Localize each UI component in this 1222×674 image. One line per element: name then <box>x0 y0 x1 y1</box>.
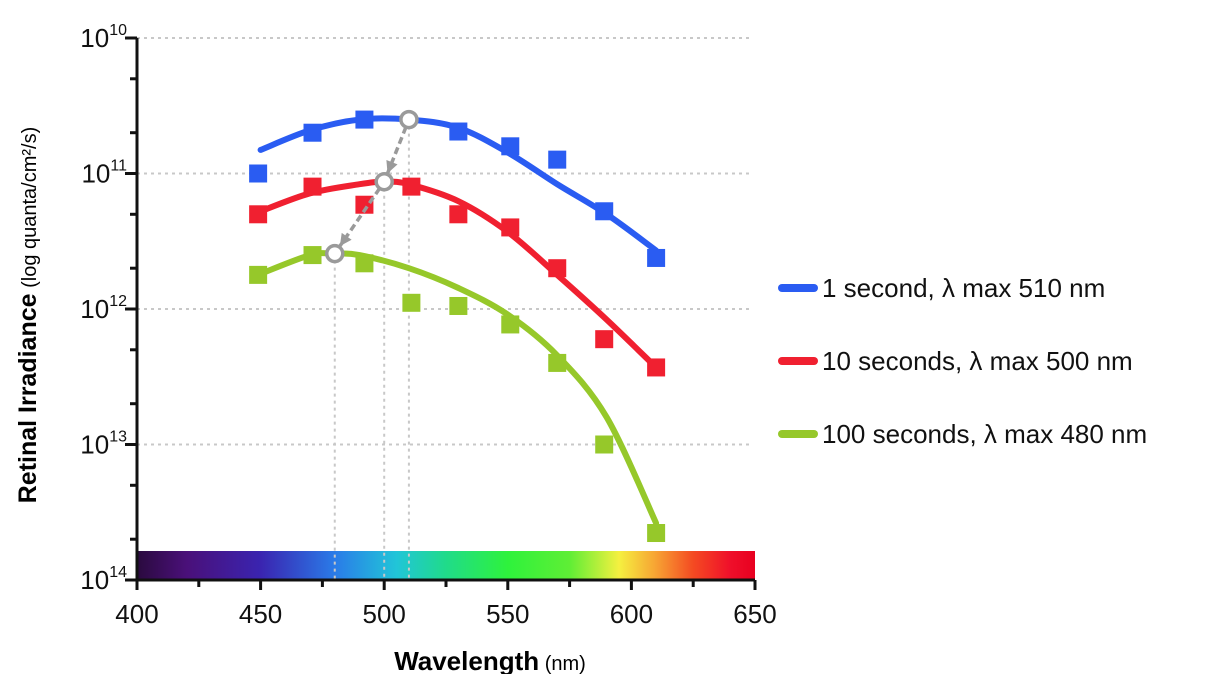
y-axis-title: Retinal Irradiance (log quanta/cm²/s) <box>14 127 42 504</box>
data-point <box>303 246 322 265</box>
legend-label: 10 seconds, λ max 500 nm <box>822 345 1133 376</box>
x-tick-label: 650 <box>733 599 776 629</box>
data-point <box>548 353 567 372</box>
y-tick-label: 1013 <box>80 429 127 460</box>
data-point <box>355 195 374 214</box>
data-point <box>402 177 421 196</box>
lambda-max-marker <box>325 243 345 264</box>
data-point <box>595 435 614 454</box>
shift-arrow-head <box>386 159 398 174</box>
data-point <box>402 293 421 312</box>
shift-arrow-head <box>339 232 352 247</box>
data-point <box>303 123 322 142</box>
y-tick-label: 1010 <box>80 22 127 53</box>
legend-label: 100 seconds, λ max 480 nm <box>822 418 1148 449</box>
x-tick-label: 400 <box>115 599 158 629</box>
y-tick-label: 1012 <box>80 293 127 324</box>
data-point <box>501 218 520 237</box>
data-point <box>449 205 468 224</box>
fit-curve <box>257 250 660 527</box>
legend-swatch <box>778 357 818 365</box>
data-point <box>647 358 666 377</box>
series-3 <box>249 246 666 543</box>
x-axis-title: Wavelength (nm) <box>394 646 586 674</box>
data-point <box>595 202 614 221</box>
data-point <box>548 259 567 278</box>
legend-item: 100 seconds, λ max 480 nm <box>778 416 1218 452</box>
y-tick-label: 1011 <box>81 158 127 189</box>
data-point <box>595 330 614 349</box>
data-point <box>249 205 268 224</box>
data-point <box>355 254 374 273</box>
data-point <box>501 315 520 334</box>
legend-item: 10 seconds, λ max 500 nm <box>778 343 1218 379</box>
data-point <box>647 524 666 543</box>
axis-labels: 400 450 500 550 600 650 1010 1011 1012 1013 1014 Wa… <box>14 22 777 674</box>
y-tick-label: 1014 <box>80 564 127 595</box>
data-point <box>647 248 666 267</box>
data-point <box>449 122 468 141</box>
data-point <box>548 150 567 169</box>
data-point <box>501 137 520 156</box>
data-point <box>303 177 322 196</box>
series <box>249 110 666 543</box>
lambda-max-marker <box>399 109 419 130</box>
grid <box>137 37 750 446</box>
legend: 1 second, λ max 510 nm 10 seconds, λ max … <box>778 270 1218 489</box>
lambda-max-marker <box>374 171 394 192</box>
series-2 <box>249 177 666 377</box>
x-tick-label: 600 <box>610 599 653 629</box>
shift-markers <box>325 109 419 264</box>
series-1 <box>249 110 666 267</box>
data-point <box>249 265 268 284</box>
legend-label: 1 second, λ max 510 nm <box>822 272 1106 303</box>
spectrum-bar <box>137 551 755 579</box>
data-point <box>355 110 374 129</box>
x-tick-label: 550 <box>486 599 529 629</box>
legend-swatch <box>778 430 818 438</box>
shift-arrow-segment <box>385 126 408 175</box>
data-point <box>449 296 468 315</box>
fit-curve <box>257 178 660 371</box>
data-point <box>249 164 268 183</box>
legend-swatch <box>778 284 818 292</box>
x-tick-label: 450 <box>239 599 282 629</box>
legend-item: 1 second, λ max 510 nm <box>778 270 1218 306</box>
lambda-max-droplines <box>333 119 410 580</box>
x-tick-label: 500 <box>363 599 406 629</box>
axes <box>125 36 757 590</box>
